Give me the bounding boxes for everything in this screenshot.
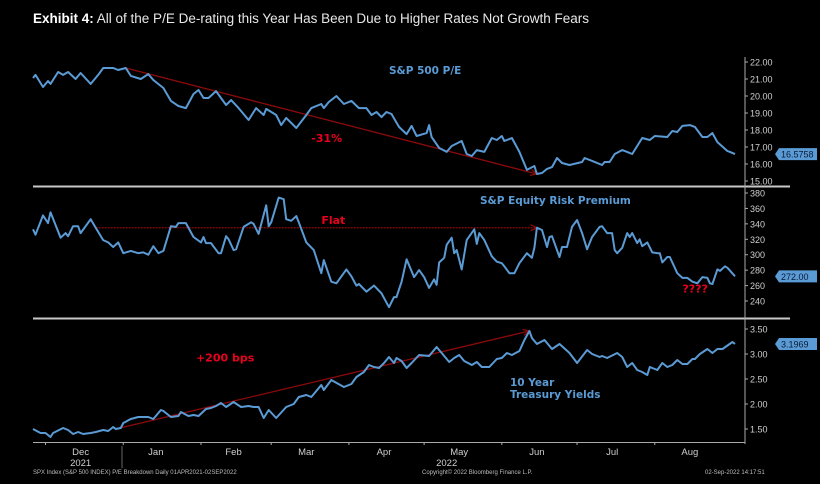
exhibit-title: All of the P/E De-rating this Year Has B… [96,11,590,26]
y-tick-label: 380 [750,189,765,199]
y-tick-label: 1.50 [750,425,768,435]
annotation-label: ???? [682,283,708,296]
annotation-label: +200 bps [196,352,255,365]
x-tick-label: Aug [681,447,698,458]
series-title-erp: S&P Equity Risk Premium [480,195,631,207]
last-value-badge [775,148,817,161]
last-value-badge [775,270,817,283]
y-tick-label: 17.00 [750,143,773,153]
y-tick-label: 16.00 [750,160,773,170]
series-title-pe: S&P 500 P/E [389,65,461,77]
y-tick-label: 260 [750,281,765,291]
x-tick-label: Mar [298,447,314,458]
x-tick-label: May [450,447,468,458]
footer-copyright: Copyright© 2022 Bloomberg Finance L.P. [422,469,533,476]
x-tick-label: Jun [529,447,544,458]
y-tick-label: 3.00 [750,350,768,360]
series-title-yield-2: Treasury Yields [510,389,601,401]
last-value-label: 16.5758 [781,150,814,160]
y-tick-label: 320 [750,235,765,245]
x-tick-label: Feb [225,447,241,458]
y-tick-label: 20.00 [750,92,773,102]
y-tick-label: 240 [750,297,765,307]
x-year-label: 2022 [436,458,457,469]
y-tick-label: 280 [750,266,765,276]
series-title-yield-1: 10 Year [510,377,555,389]
annotation-label: -31% [311,132,342,145]
trend-arrow [125,67,538,175]
y-tick-label: 2.50 [750,375,768,385]
x-tick-label: Dec [72,447,89,458]
y-tick-label: 300 [750,250,765,260]
y-tick-label: 3.50 [750,325,768,335]
last-value-badge [775,338,817,350]
last-value-label: 272.00 [781,272,809,282]
chart-title: Exhibit 4: All of the P/E De-rating this… [33,11,589,26]
trend-arrow [115,330,530,430]
series-line [32,67,736,175]
exhibit-number: Exhibit 4: [33,11,94,26]
x-tick-label: Jul [606,447,618,458]
y-tick-label: 21.00 [750,75,773,85]
y-tick-label: 360 [750,204,765,214]
series-line [32,196,736,309]
annotation-label: Flat [321,214,345,227]
y-tick-label: 15.00 [750,177,773,187]
series-line [32,330,736,438]
x-tick-label: Apr [377,447,392,458]
x-year-label: 2021 [70,458,91,469]
y-tick-label: 18.00 [750,126,773,136]
y-tick-label: 340 [750,219,765,229]
x-tick-label: Jan [148,447,163,458]
footer-timestamp: 02-Sep-2022 14:17:51 [705,470,765,476]
y-tick-label: 19.00 [750,109,773,119]
y-tick-label: 22.00 [750,58,773,68]
y-tick-label: 2.00 [750,400,768,410]
footer-source: SPX Index (S&P 500 INDEX) P/E Breakdown … [33,470,237,476]
last-value-label: 3.1969 [781,340,809,350]
